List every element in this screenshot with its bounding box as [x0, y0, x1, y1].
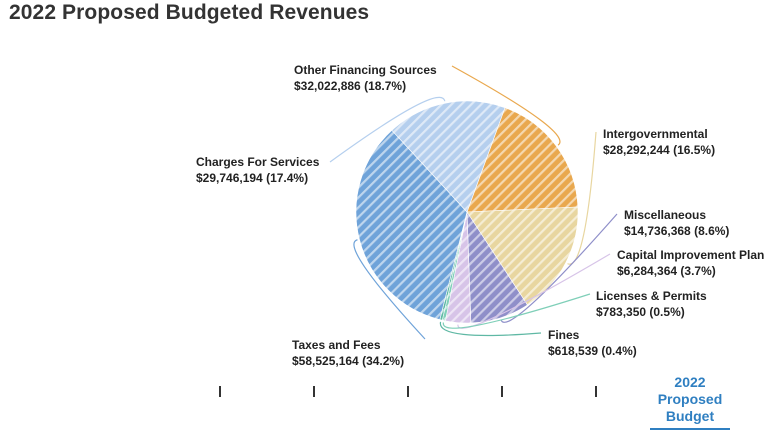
pie-slice-other-financing-sources[interactable] — [466, 107, 579, 213]
leader-line — [451, 65, 561, 146]
slice-label-name: Taxes and Fees — [292, 338, 381, 352]
pie-slice-charges-for-services[interactable] — [391, 100, 506, 213]
pie-slice-intergovernmental[interactable] — [466, 206, 579, 306]
slice-label-value: $618,539 (0.4%) — [548, 344, 637, 358]
leader-line — [353, 239, 426, 340]
timeline-tick[interactable] — [595, 386, 597, 397]
slice-label-name: Intergovernmental — [603, 127, 708, 141]
timeline-tick[interactable] — [313, 386, 315, 397]
slice-label-name: Fines — [548, 328, 580, 342]
leader-line — [442, 293, 591, 329]
pie-slice-taxes-and-fees[interactable] — [355, 129, 468, 320]
page-title: 2022 Proposed Budgeted Revenues — [9, 1, 370, 24]
slice-label-value: $783,350 (0.5%) — [596, 305, 685, 319]
timeline-tick[interactable] — [219, 386, 221, 397]
slice-label-name: Licenses & Permits — [596, 289, 707, 303]
slice-label-value: $28,292,244 (16.5%) — [603, 143, 715, 157]
timeline-tab-label: 2022 Proposed Budget — [657, 374, 723, 424]
timeline-tick[interactable] — [501, 386, 503, 397]
slice-label-value: $58,525,164 (34.2%) — [292, 354, 404, 368]
slice-label-name: Capital Improvement Plan — [617, 248, 764, 262]
pie-slices — [355, 100, 579, 324]
leader-line — [439, 321, 542, 337]
slice-label-value: $32,022,886 (18.7%) — [294, 79, 406, 93]
slice-labels: Other Financing Sources $32,022,886 (18.7… — [196, 63, 764, 368]
slice-label-value: $14,736,368 (8.6%) — [624, 224, 729, 238]
timeline-tab-2022-proposed[interactable]: 2022 Proposed Budget — [650, 374, 730, 430]
slice-label-name: Charges For Services — [196, 155, 320, 169]
leader-line — [329, 96, 446, 163]
slice-label-name: Other Financing Sources — [294, 63, 437, 77]
timeline-tab-underline — [650, 428, 730, 430]
slice-label-value: $29,746,194 (17.4%) — [196, 171, 308, 185]
slice-label-name: Miscellaneous — [624, 208, 706, 222]
leader-line — [500, 213, 618, 323]
slice-label-value: $6,284,364 (3.7%) — [617, 264, 716, 278]
leader-lines — [329, 65, 618, 340]
timeline-tick[interactable] — [407, 386, 409, 397]
